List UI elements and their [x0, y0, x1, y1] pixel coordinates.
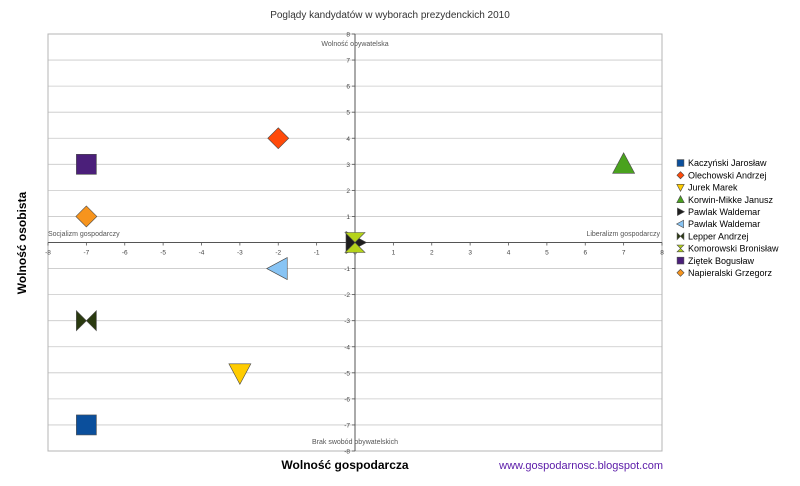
y-tick-label: 3	[346, 162, 350, 169]
data-point-4	[612, 152, 636, 174]
y-tick-label: -6	[344, 396, 350, 403]
x-tick-label: 4	[507, 250, 511, 257]
legend: Kaczyński Jarosław Olechowski Andrzej Jure…	[675, 158, 779, 278]
legend-marker-4	[676, 195, 685, 203]
data-point-10	[75, 205, 98, 228]
quadrant-label-top: Wolność obywatelska	[321, 41, 388, 48]
legend-label-9: Ziętek Bogusław	[688, 256, 755, 266]
legend-marker-5	[677, 207, 686, 217]
x-tick-label: 8	[660, 250, 664, 257]
quadrant-label-right: Liberalizm gospodarczy	[586, 231, 660, 238]
y-tick-label: 2	[346, 188, 350, 195]
x-tick-label: 5	[545, 250, 549, 257]
x-tick-label: -8	[45, 250, 51, 257]
x-tick-label: 1	[392, 250, 396, 257]
x-tick-label: -4	[199, 250, 205, 257]
legend-label-7: Lepper Andrzej	[688, 231, 749, 241]
x-tick-label: 0	[353, 250, 357, 257]
y-axis-label: Wolność osobista	[15, 191, 29, 294]
legend-marker-3	[676, 184, 685, 192]
y-tick-label: 7	[346, 58, 350, 65]
data-point-6	[266, 257, 288, 281]
data-point-9	[76, 154, 97, 175]
x-axis-label: Wolność gospodarcza	[281, 458, 408, 472]
y-tick-label: -5	[344, 370, 350, 377]
legend-label-5: Pawlak Waldemar	[688, 207, 760, 217]
x-tick-label: 7	[622, 250, 626, 257]
y-tick-label: -7	[344, 422, 350, 429]
legend-marker-10	[676, 268, 685, 277]
legend-label-6: Pawlak Waldemar	[688, 219, 760, 229]
y-tick-label: -4	[344, 344, 350, 351]
data-point-1	[76, 414, 97, 436]
data-point-8	[344, 232, 366, 253]
x-tick-label: -2	[275, 250, 281, 257]
y-tick-label: -8	[344, 449, 350, 456]
legend-label-4: Korwin-Mikke Janusz	[688, 195, 774, 205]
site-link[interactable]: www.gospodarnosc.blogspot.com	[498, 460, 663, 472]
x-tick-label: 6	[583, 250, 587, 257]
legend-label-2: Olechowski Andrzej	[688, 170, 767, 180]
x-tick-label: -5	[160, 250, 166, 257]
data-point-2	[267, 127, 290, 150]
data-points	[75, 127, 636, 436]
quadrant-label-bottom: Brak swobód obywatelskich	[312, 439, 398, 446]
legend-marker-8	[676, 244, 685, 253]
legend-label-8: Komorowski Bronisław	[688, 244, 779, 254]
x-tick-label: -3	[237, 250, 243, 257]
y-tick-label: 4	[346, 136, 350, 143]
x-tick-label: -6	[122, 250, 128, 257]
legend-marker-2	[676, 171, 685, 180]
legend-marker-7	[676, 232, 685, 241]
y-tick-label: 8	[346, 32, 350, 39]
tick-labels: -8 -7 -6 -5 -4 -3 -2 -1 0 1 2 3 4 5 6 7 8 -8 -7 -6 -5 -4 -3 -2 -…	[45, 32, 664, 456]
quadrant-label-left: Socjalizm gospodarczy	[48, 231, 120, 238]
legend-marker-1	[676, 159, 685, 167]
x-tick-label: 3	[468, 250, 472, 257]
legend-marker-6	[675, 219, 684, 229]
y-tick-label: -2	[344, 292, 350, 299]
y-tick-label: 6	[346, 84, 350, 91]
x-tick-label: 2	[430, 250, 434, 257]
x-tick-label: -7	[83, 250, 89, 257]
legend-label-10: Napieralski Grzegorz	[688, 268, 773, 278]
data-point-7	[76, 309, 97, 332]
y-tick-label: -1	[344, 266, 350, 273]
legend-marker-9	[676, 256, 685, 265]
y-tick-label: 1	[346, 214, 350, 221]
y-tick-label: 5	[346, 110, 350, 117]
legend-label-3: Jurek Marek	[688, 183, 738, 193]
legend-label-1: Kaczyński Jarosław	[688, 158, 767, 168]
x-tick-label: -1	[314, 250, 320, 257]
data-point-3	[228, 363, 252, 385]
chart-title: Poglądy kandydatów w wyborach prezydenck…	[270, 10, 510, 21]
y-tick-label: -3	[344, 318, 350, 325]
